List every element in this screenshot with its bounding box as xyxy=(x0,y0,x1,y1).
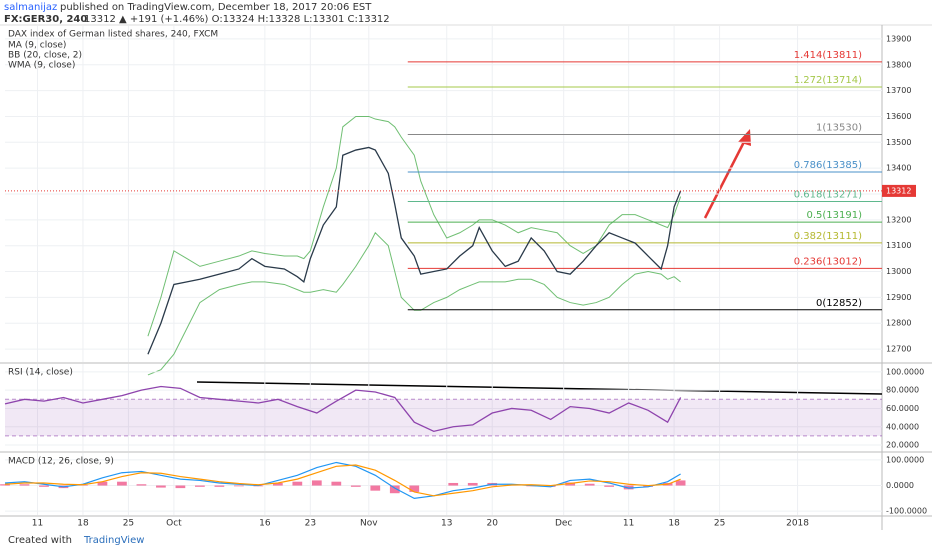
y-tick-label: 12800 xyxy=(886,319,911,328)
fib-label: 0.236(13012) xyxy=(794,256,862,267)
bollinger-upper xyxy=(147,115,682,337)
x-tick-label: 11 xyxy=(32,519,43,529)
y-tick-label: 100.0000 xyxy=(886,367,924,376)
quote: 13312 ▲ +191 (+1.46%) O:13324 H:13328 L:… xyxy=(84,14,390,25)
y-tick-label: 12700 xyxy=(886,345,911,354)
histogram-bar xyxy=(311,480,322,486)
author[interactable]: salmanijaz xyxy=(4,2,57,13)
y-tick-label: 13700 xyxy=(886,86,911,95)
x-tick-label: Oct xyxy=(166,519,182,529)
histogram-bar xyxy=(117,481,127,486)
histogram-bar xyxy=(175,485,186,489)
price-line xyxy=(4,385,682,433)
panel-title: MACD (12, 26, close, 9) xyxy=(8,457,114,467)
x-tick-label: 18 xyxy=(77,519,89,529)
y-tick-label: 60.0000 xyxy=(886,404,919,413)
x-tick-label: Dec xyxy=(555,519,572,529)
rsi-band xyxy=(5,399,882,436)
histogram-bar xyxy=(448,482,459,486)
histogram-bar xyxy=(195,485,205,487)
histogram-bar xyxy=(331,481,342,486)
histogram-bar xyxy=(136,484,147,486)
y-tick-label: 13500 xyxy=(886,138,911,147)
y-tick-label: 20.0000 xyxy=(886,441,919,450)
y-tick-label: 13100 xyxy=(886,241,911,250)
panel-title: DAX index of German listed shares, 240, … xyxy=(8,30,218,40)
histogram-bar xyxy=(409,485,420,492)
last-price-box xyxy=(882,184,916,197)
histogram-bar xyxy=(584,483,595,486)
y-tick-label: -100.0000 xyxy=(886,507,927,516)
histogram-bar xyxy=(0,484,10,486)
fib-label: 1.272(13714) xyxy=(794,75,862,86)
x-tick-label: 16 xyxy=(259,519,271,529)
histogram-bar xyxy=(97,481,108,486)
y-tick-label: 13000 xyxy=(886,267,911,276)
fib-label: 1(13530) xyxy=(816,123,862,134)
histogram-bar xyxy=(545,485,556,487)
x-tick-label: 23 xyxy=(305,519,316,529)
symbol: FX:GER30, 240 xyxy=(4,14,87,25)
y-tick-label: 40.0000 xyxy=(886,422,919,431)
bollinger-lower xyxy=(147,231,681,376)
y-tick-label: 100.0000 xyxy=(886,455,924,464)
histogram-bar xyxy=(292,481,303,486)
indicator-label: BB (20, close, 2) xyxy=(8,51,82,61)
brand[interactable]: TradingView xyxy=(83,535,144,546)
trendline xyxy=(196,381,883,395)
arrow xyxy=(703,139,747,219)
last-price-label: 13312 xyxy=(886,186,911,195)
histogram-bar xyxy=(39,485,49,487)
fib-label: 0(12852) xyxy=(816,298,862,309)
x-tick-label: 11 xyxy=(623,519,634,529)
histogram-bar xyxy=(272,482,283,486)
histogram-bar xyxy=(604,485,615,487)
y-tick-label: 13900 xyxy=(886,34,911,43)
published: published on TradingView.com, December 1… xyxy=(60,2,372,13)
histogram-bar xyxy=(19,484,30,486)
x-tick-label: 13 xyxy=(441,519,452,529)
x-tick-label: Nov xyxy=(360,519,378,529)
x-tick-label: 25 xyxy=(714,519,725,529)
x-tick-label: 18 xyxy=(668,519,680,529)
y-tick-label: 0.0000 xyxy=(886,481,914,490)
y-tick-label: 12900 xyxy=(886,293,911,302)
indicator-label: WMA (9, close) xyxy=(8,61,75,71)
histogram-bar xyxy=(623,485,634,490)
y-tick-label: 13200 xyxy=(886,215,911,224)
fib-label: 0.382(13111) xyxy=(794,231,862,242)
fib-label: 0.786(13385) xyxy=(794,160,862,171)
histogram-bar xyxy=(156,485,166,488)
price-line xyxy=(147,146,682,355)
histogram-bar xyxy=(370,485,381,491)
fib-label: 1.414(13811) xyxy=(794,50,862,61)
histogram-bar xyxy=(389,485,400,494)
indicator-label: MA (9, close) xyxy=(8,41,66,51)
arrow-head xyxy=(738,129,751,146)
histogram-bar xyxy=(643,485,654,487)
x-tick-label: 2018 xyxy=(786,519,809,529)
histogram-bar xyxy=(467,482,478,486)
signal-line xyxy=(4,464,681,497)
histogram-bar xyxy=(233,485,244,487)
y-tick-label: 13800 xyxy=(886,60,911,69)
x-tick-label: 20 xyxy=(486,519,498,529)
histogram-bar xyxy=(675,480,686,486)
macd-line xyxy=(4,461,681,499)
y-tick-label: 13400 xyxy=(886,164,911,173)
y-tick-label: 13600 xyxy=(886,112,911,121)
x-tick-label: 25 xyxy=(123,519,134,529)
histogram-bar xyxy=(350,485,361,487)
fib-label: 0.618(13271) xyxy=(794,189,862,200)
footer-text: Created with xyxy=(8,535,72,546)
histogram-bar xyxy=(214,485,225,487)
panel-title: RSI (14, close) xyxy=(8,368,73,378)
fib-label: 0.5(13191) xyxy=(806,210,862,221)
y-tick-label: 80.0000 xyxy=(886,386,919,395)
